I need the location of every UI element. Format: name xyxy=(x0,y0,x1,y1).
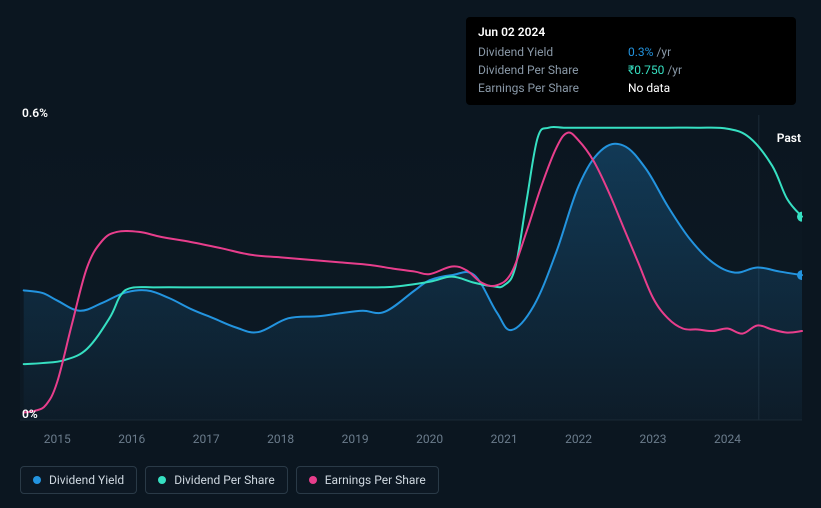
legend-dot-icon xyxy=(158,476,166,484)
x-tick-label: 2020 xyxy=(416,432,443,446)
tooltip-row: Earnings Per ShareNo data xyxy=(478,79,784,97)
legend-dot-icon xyxy=(309,476,317,484)
tooltip-value: No data xyxy=(628,81,670,95)
past-indicator: Past xyxy=(777,131,801,145)
legend-item[interactable]: Earnings Per Share xyxy=(296,466,439,494)
tooltip-key: Dividend Per Share xyxy=(478,63,628,77)
tooltip-row: Dividend Yield0.3%/yr xyxy=(478,43,784,61)
x-tick-label: 2019 xyxy=(342,432,369,446)
tooltip-key: Dividend Yield xyxy=(478,45,628,59)
tooltip-value: 0.3% xyxy=(628,45,653,59)
y-axis-min-label: 0% xyxy=(22,407,38,421)
tooltip-unit: /yr xyxy=(656,45,671,59)
chart-legend: Dividend Yield Dividend Per Share Earnings… xyxy=(20,466,439,494)
tooltip-key: Earnings Per Share xyxy=(478,81,628,95)
tooltip-date: Jun 02 2024 xyxy=(478,25,784,39)
legend-label: Earnings Per Share xyxy=(325,473,426,487)
tooltip-unit: /yr xyxy=(667,63,682,77)
x-tick-label: 2024 xyxy=(714,432,741,446)
legend-dot-icon xyxy=(33,476,41,484)
legend-item[interactable]: Dividend Per Share xyxy=(145,466,288,494)
chart-tooltip: Jun 02 2024 Dividend Yield0.3%/yrDividen… xyxy=(466,17,796,105)
legend-label: Dividend Per Share xyxy=(174,473,275,487)
tooltip-row: Dividend Per Share₹0.750/yr xyxy=(478,61,784,79)
legend-item[interactable]: Dividend Yield xyxy=(20,466,137,494)
y-axis-max-label: 0.6% xyxy=(22,106,48,120)
legend-label: Dividend Yield xyxy=(49,473,124,487)
x-tick-label: 2016 xyxy=(118,432,145,446)
x-tick-label: 2023 xyxy=(640,432,667,446)
x-tick-label: 2018 xyxy=(267,432,294,446)
tooltip-rows: Dividend Yield0.3%/yrDividend Per Share₹… xyxy=(478,43,784,97)
x-tick-label: 2022 xyxy=(565,432,592,446)
tooltip-value: ₹0.750 xyxy=(628,63,664,77)
x-tick-label: 2021 xyxy=(491,432,518,446)
x-tick-label: 2017 xyxy=(193,432,220,446)
x-tick-label: 2015 xyxy=(44,432,71,446)
dividend-chart: 0.6% 0% Past 2015 2016 2017 2018 2019 2020 202… xyxy=(0,0,821,508)
